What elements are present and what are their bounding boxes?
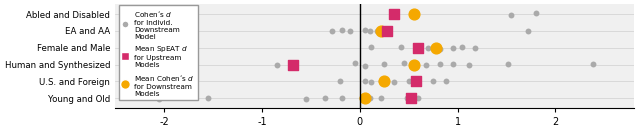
Point [364, 97, 374, 100]
Point [321, 97, 331, 99]
Point [401, 97, 412, 99]
Point [435, 48, 445, 50]
Point [389, 81, 399, 83]
Point [364, 30, 374, 32]
Point [376, 80, 387, 82]
Point [412, 80, 422, 82]
Point [376, 30, 387, 32]
Point [421, 64, 431, 66]
Point [408, 63, 419, 66]
Point [366, 46, 376, 48]
Point [154, 98, 164, 100]
Point [271, 64, 282, 66]
Point [423, 47, 433, 49]
Point [403, 80, 413, 82]
Point [379, 63, 389, 65]
Point [337, 97, 348, 100]
Point [327, 30, 337, 32]
Point [531, 12, 541, 14]
Point [301, 98, 311, 100]
Point [366, 81, 376, 83]
Point [360, 97, 370, 99]
Point [288, 63, 298, 66]
Point [413, 81, 424, 83]
Point [349, 62, 360, 65]
Point [360, 29, 370, 31]
Point [428, 79, 438, 82]
Point [435, 63, 445, 65]
Point [447, 47, 458, 49]
Legend: Cohen’s $d$
for Individ.
Downstream
Model, Mean SpEAT $d$
for Upstream
Models, M: Cohen’s $d$ for Individ. Downstream Mode… [119, 6, 198, 100]
Point [360, 65, 370, 67]
Point [413, 97, 424, 99]
Point [372, 30, 383, 32]
Point [408, 13, 419, 15]
Point [337, 29, 348, 31]
Point [447, 62, 458, 65]
Point [464, 64, 474, 66]
Point [441, 80, 451, 82]
Point [345, 30, 355, 32]
Point [458, 46, 468, 48]
Point [376, 97, 387, 99]
Point [382, 31, 392, 33]
Point [431, 47, 441, 49]
Point [356, 97, 367, 99]
Point [588, 63, 598, 65]
Point [503, 63, 513, 65]
Point [389, 13, 399, 15]
Point [203, 97, 213, 99]
Point [406, 97, 416, 99]
Point [470, 47, 480, 49]
Point [382, 30, 392, 32]
Point [396, 46, 406, 48]
Point [413, 47, 424, 49]
Point [335, 80, 346, 82]
Point [379, 80, 389, 82]
Point [506, 14, 516, 16]
Point [523, 30, 533, 32]
Point [360, 80, 370, 82]
Point [399, 62, 409, 65]
